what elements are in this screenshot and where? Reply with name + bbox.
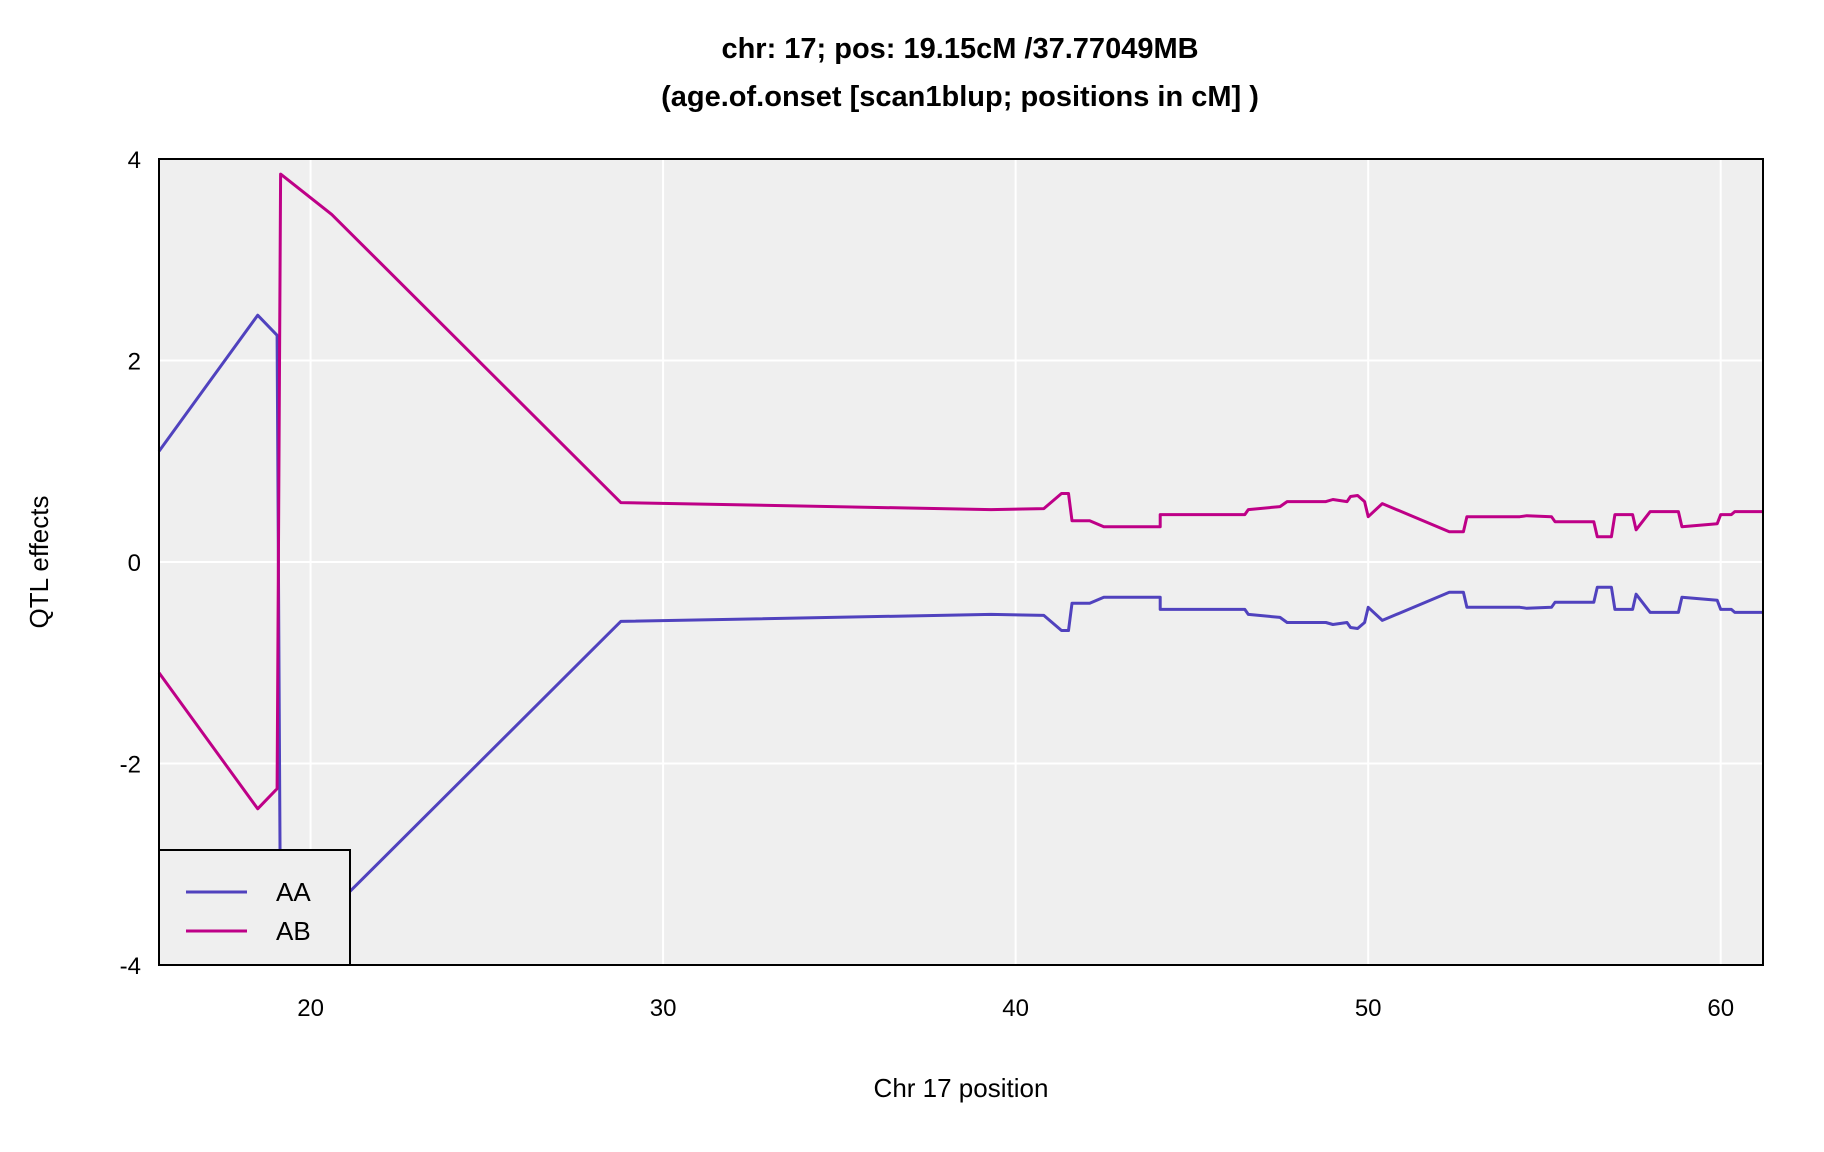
x-tick-label: 20 <box>297 995 324 1022</box>
y-tick-label: -4 <box>120 953 141 980</box>
x-tick-label: 50 <box>1355 995 1382 1022</box>
y-tick-label: 4 <box>128 147 141 174</box>
legend: AA AB <box>158 849 351 966</box>
y-tick-label: 0 <box>128 550 141 577</box>
series-line-aa <box>157 313 1763 952</box>
y-tick-label: 2 <box>128 349 141 376</box>
x-axis-ticks: 20 30 40 50 60 <box>297 995 1734 1022</box>
x-axis-label: Chr 17 position <box>874 1073 1049 1103</box>
series-layer <box>157 172 1763 952</box>
legend-label-aa: AA <box>276 877 311 907</box>
y-tick-label: -2 <box>120 752 141 779</box>
y-axis-ticks: -4 -2 0 2 4 <box>120 147 141 980</box>
y-axis-label: QTL effects <box>24 496 54 629</box>
x-tick-label: 30 <box>650 995 677 1022</box>
plot-frame <box>158 158 1764 966</box>
legend-box <box>158 849 351 966</box>
chart-subtitle: (age.of.onset [scan1blup; positions in c… <box>661 81 1259 113</box>
series-line-ab <box>157 172 1763 811</box>
x-tick-label: 40 <box>1002 995 1029 1022</box>
x-tick-label: 60 <box>1707 995 1734 1022</box>
chart-title: chr: 17; pos: 19.15cM /37.77049MB <box>721 33 1198 65</box>
legend-label-ab: AB <box>276 916 311 946</box>
